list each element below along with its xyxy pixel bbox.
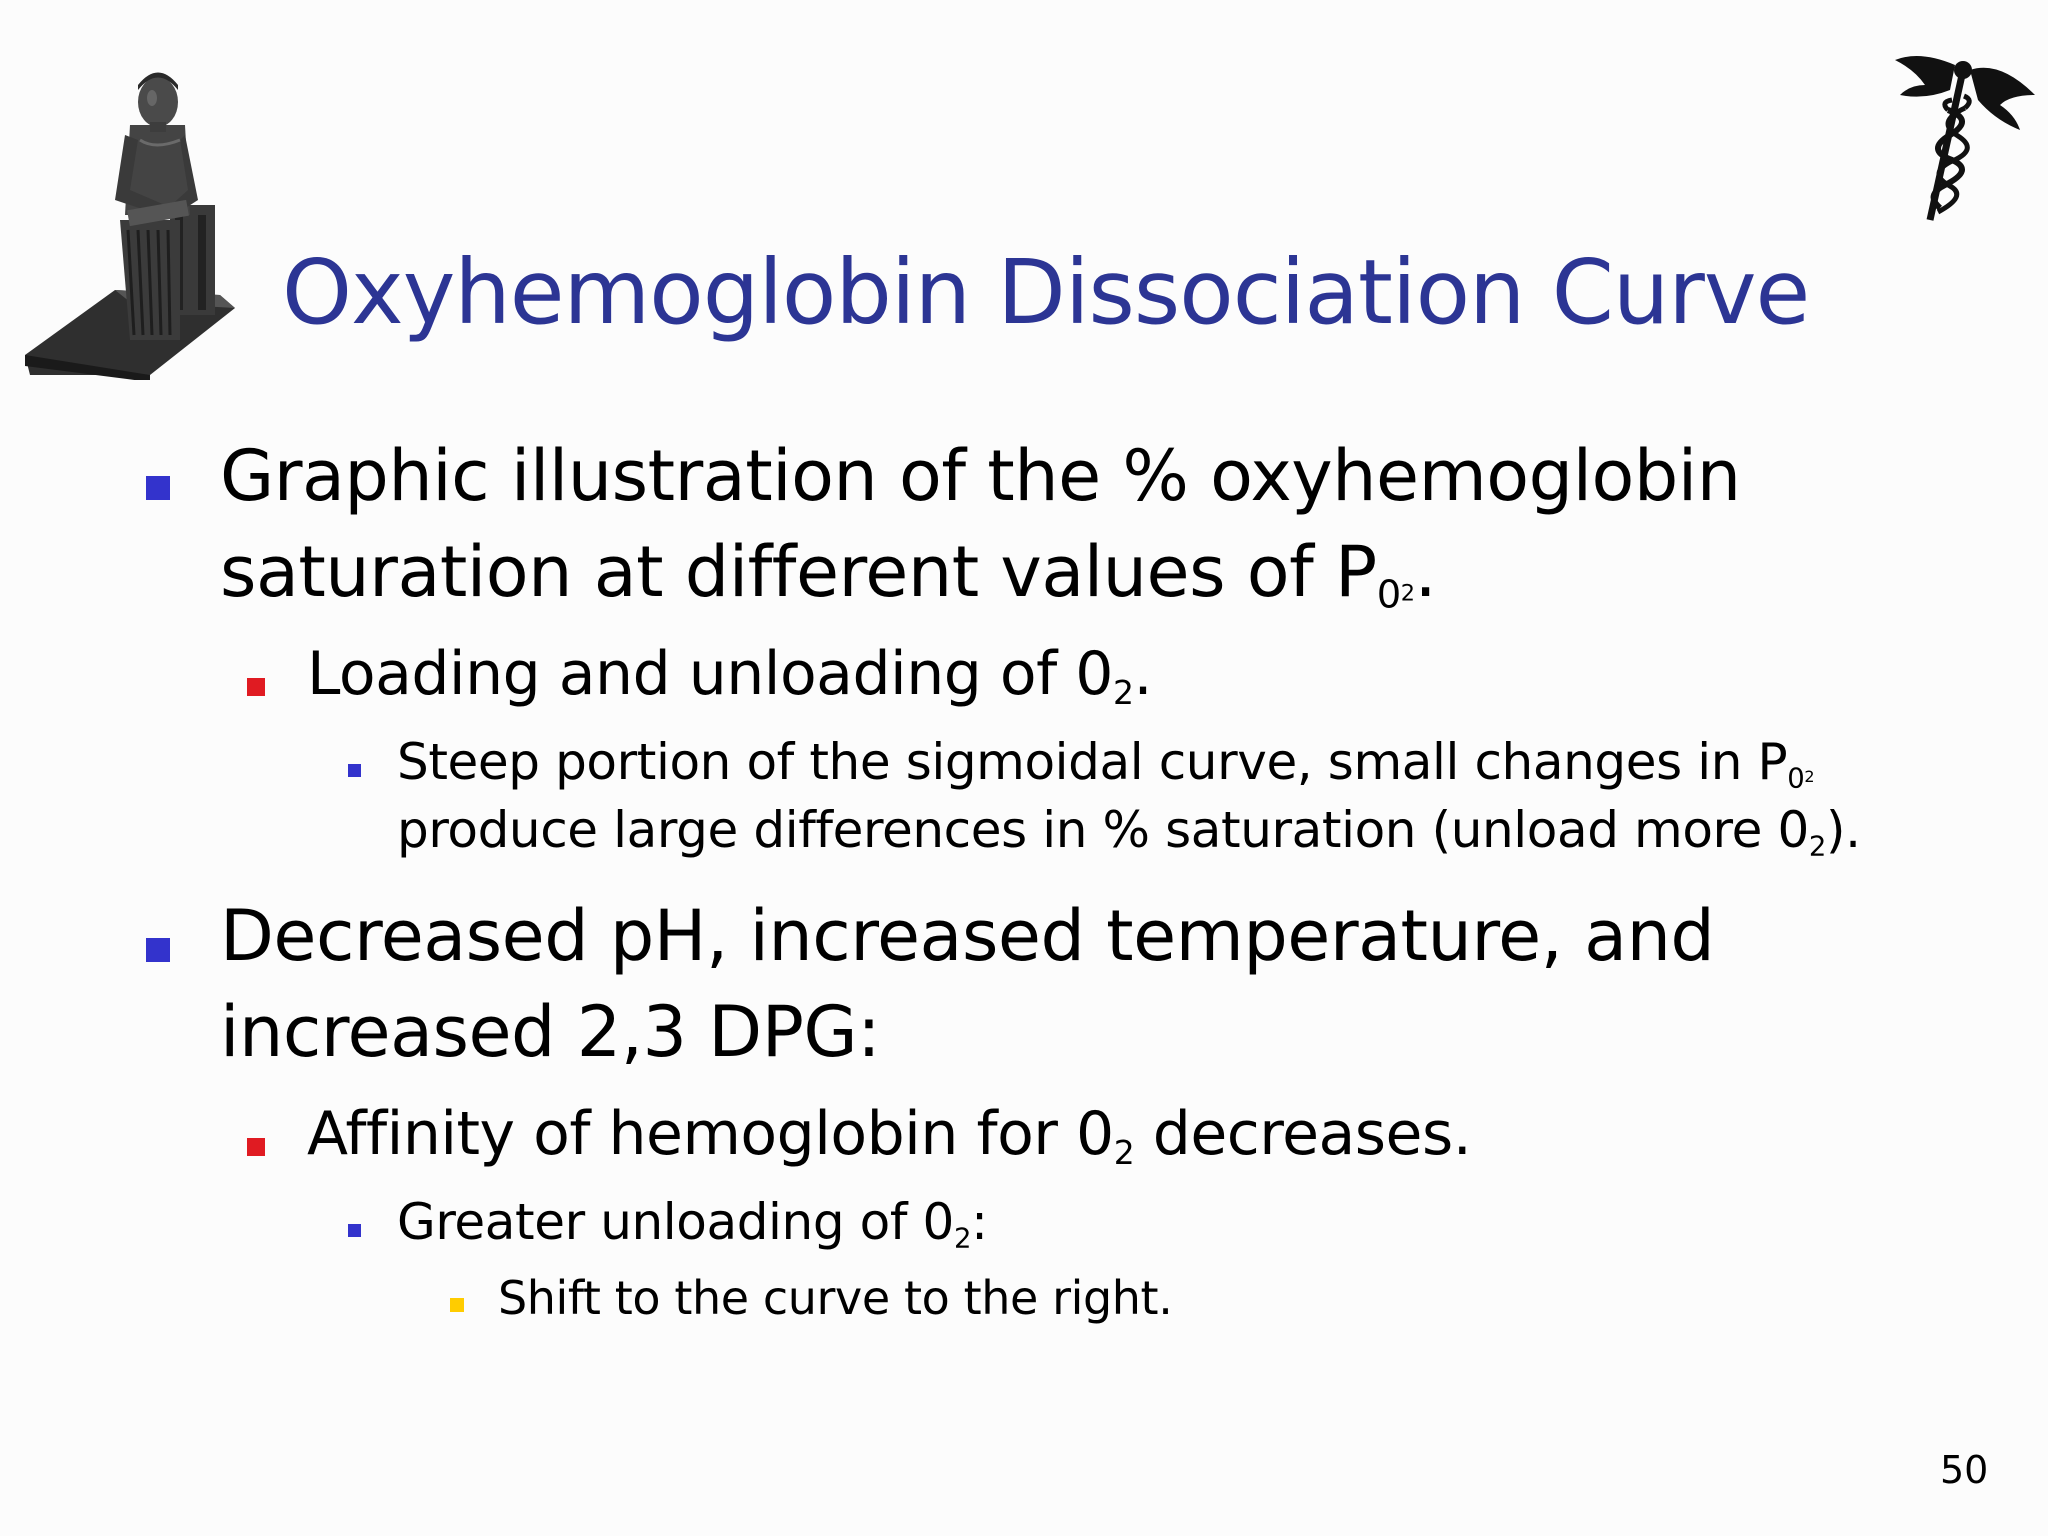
bullet-4-line-1-text: Decreased pH, increased temperature, and <box>220 895 1715 977</box>
bullet-5-end: decreases. <box>1134 1099 1472 1169</box>
bullet-marker <box>450 1298 464 1312</box>
bullet-1-line-1-text: Graphic illustration of the % oxyhemoglo… <box>220 435 1741 517</box>
bullet-marker <box>247 678 265 696</box>
o2-sub: 2 <box>1112 672 1134 712</box>
o2-sub: 2 <box>953 1222 972 1255</box>
bullet-3-line-2: produce large differences in % saturatio… <box>397 796 1861 864</box>
bullet-7-text: Shift to the curve to the right. <box>498 1271 1173 1325</box>
bullet-marker <box>146 476 170 500</box>
bullet-marker <box>146 938 170 962</box>
bullet-4-line-2-text: increased 2,3 DPG: <box>220 991 881 1073</box>
bullet-1-line-2: saturation at different values of P02. <box>220 524 1437 620</box>
po2-sub-o: 0 <box>1376 572 1402 618</box>
bullet-6-text: Greater unloading of 0 <box>397 1193 954 1251</box>
bullet-3-line-1: Steep portion of the sigmoidal curve, sm… <box>397 728 1815 796</box>
seated-statue-image <box>25 72 235 380</box>
bullet-6-end: : <box>971 1193 988 1251</box>
bullet-3-line-1-text: Steep portion of the sigmoidal curve, sm… <box>397 733 1788 791</box>
bullet-3-line-2-text: produce large differences in % saturatio… <box>397 801 1809 859</box>
page-number: 50 <box>1940 1448 1989 1492</box>
slide-title: Oxyhemoglobin Dissociation Curve <box>282 240 1810 344</box>
bullet-4-line-1: Decreased pH, increased temperature, and <box>220 888 1715 984</box>
bullet-7-line: Shift to the curve to the right. <box>498 1268 1173 1328</box>
bullet-5-line: Affinity of hemoglobin for 02 decreases. <box>307 1094 1472 1174</box>
bullet-1-line-2-end: . <box>1414 531 1437 613</box>
bullet-1-line-2-text: saturation at different values of P <box>220 531 1377 613</box>
bullet-3-line-2-end: ). <box>1825 801 1861 859</box>
bullet-2-line: Loading and unloading of 02. <box>307 634 1153 714</box>
bullet-marker <box>348 1224 361 1237</box>
bullet-2-end: . <box>1133 639 1153 709</box>
bullet-marker <box>247 1138 265 1156</box>
bullet-marker <box>348 764 361 777</box>
caduceus-icon <box>1895 56 2035 221</box>
o2-sub: 2 <box>1113 1132 1135 1172</box>
bullet-4-line-2: increased 2,3 DPG: <box>220 984 881 1080</box>
bullet-2-text: Loading and unloading of 0 <box>307 639 1113 709</box>
bullet-6-line: Greater unloading of 02: <box>397 1188 988 1256</box>
po2-sub-2: 2 <box>1804 767 1815 787</box>
bullet-5-text: Affinity of hemoglobin for 0 <box>307 1099 1114 1169</box>
po2-sub-2: 2 <box>1400 580 1415 607</box>
bullet-1-line-1: Graphic illustration of the % oxyhemoglo… <box>220 428 1741 524</box>
po2-sub-o: 0 <box>1787 762 1805 795</box>
o2-sub: 2 <box>1808 830 1827 863</box>
